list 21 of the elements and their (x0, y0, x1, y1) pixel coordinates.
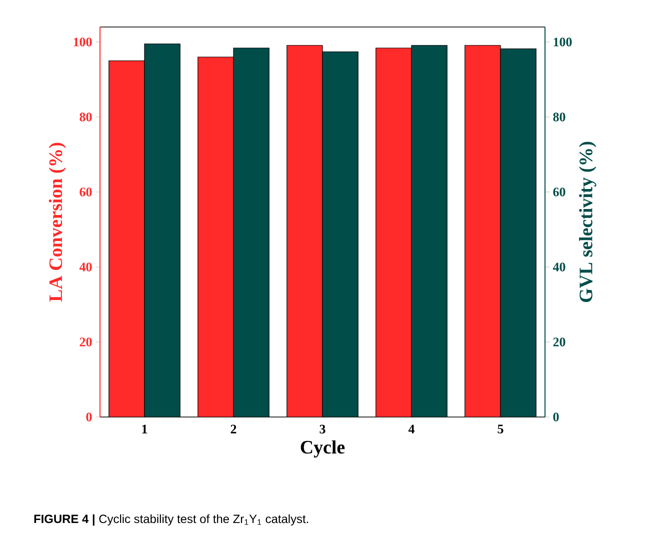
y2-tick-label: 100 (554, 38, 572, 46)
y2-axis-title: GVL selectivity (%) (579, 142, 596, 302)
y2-tick-label: 40 (552, 262, 566, 272)
y2-tick-label: 80 (553, 112, 566, 122)
y2-tick-label: 60 (553, 188, 566, 196)
x-tick-label: 2 (230, 424, 236, 434)
x-tick-label: 1 (142, 424, 148, 434)
x-axis-title: Cycle (300, 440, 345, 458)
y-tick-label: 60 (80, 188, 92, 196)
y-tick-label: 20 (80, 338, 92, 346)
y2-tick-label: 0 (553, 412, 559, 422)
y-axis-title: LA Conversion (%) (48, 142, 66, 302)
x-tick-label: 4 (408, 424, 414, 434)
text: FIGURE 4 | Cyclic stability test of the Zr$_{1}$Y$_{1}$ catalyst. (34, 514, 308, 526)
x-tick-label: 5 (498, 424, 504, 434)
y-tick-label: 0 (86, 412, 92, 422)
x-tick-label: 3 (320, 424, 326, 434)
y-tick-label: 80 (80, 112, 92, 122)
y-tick-label: 40 (79, 262, 92, 272)
y-tick-label: 100 (74, 38, 92, 46)
y2-tick-label: 20 (553, 338, 566, 346)
